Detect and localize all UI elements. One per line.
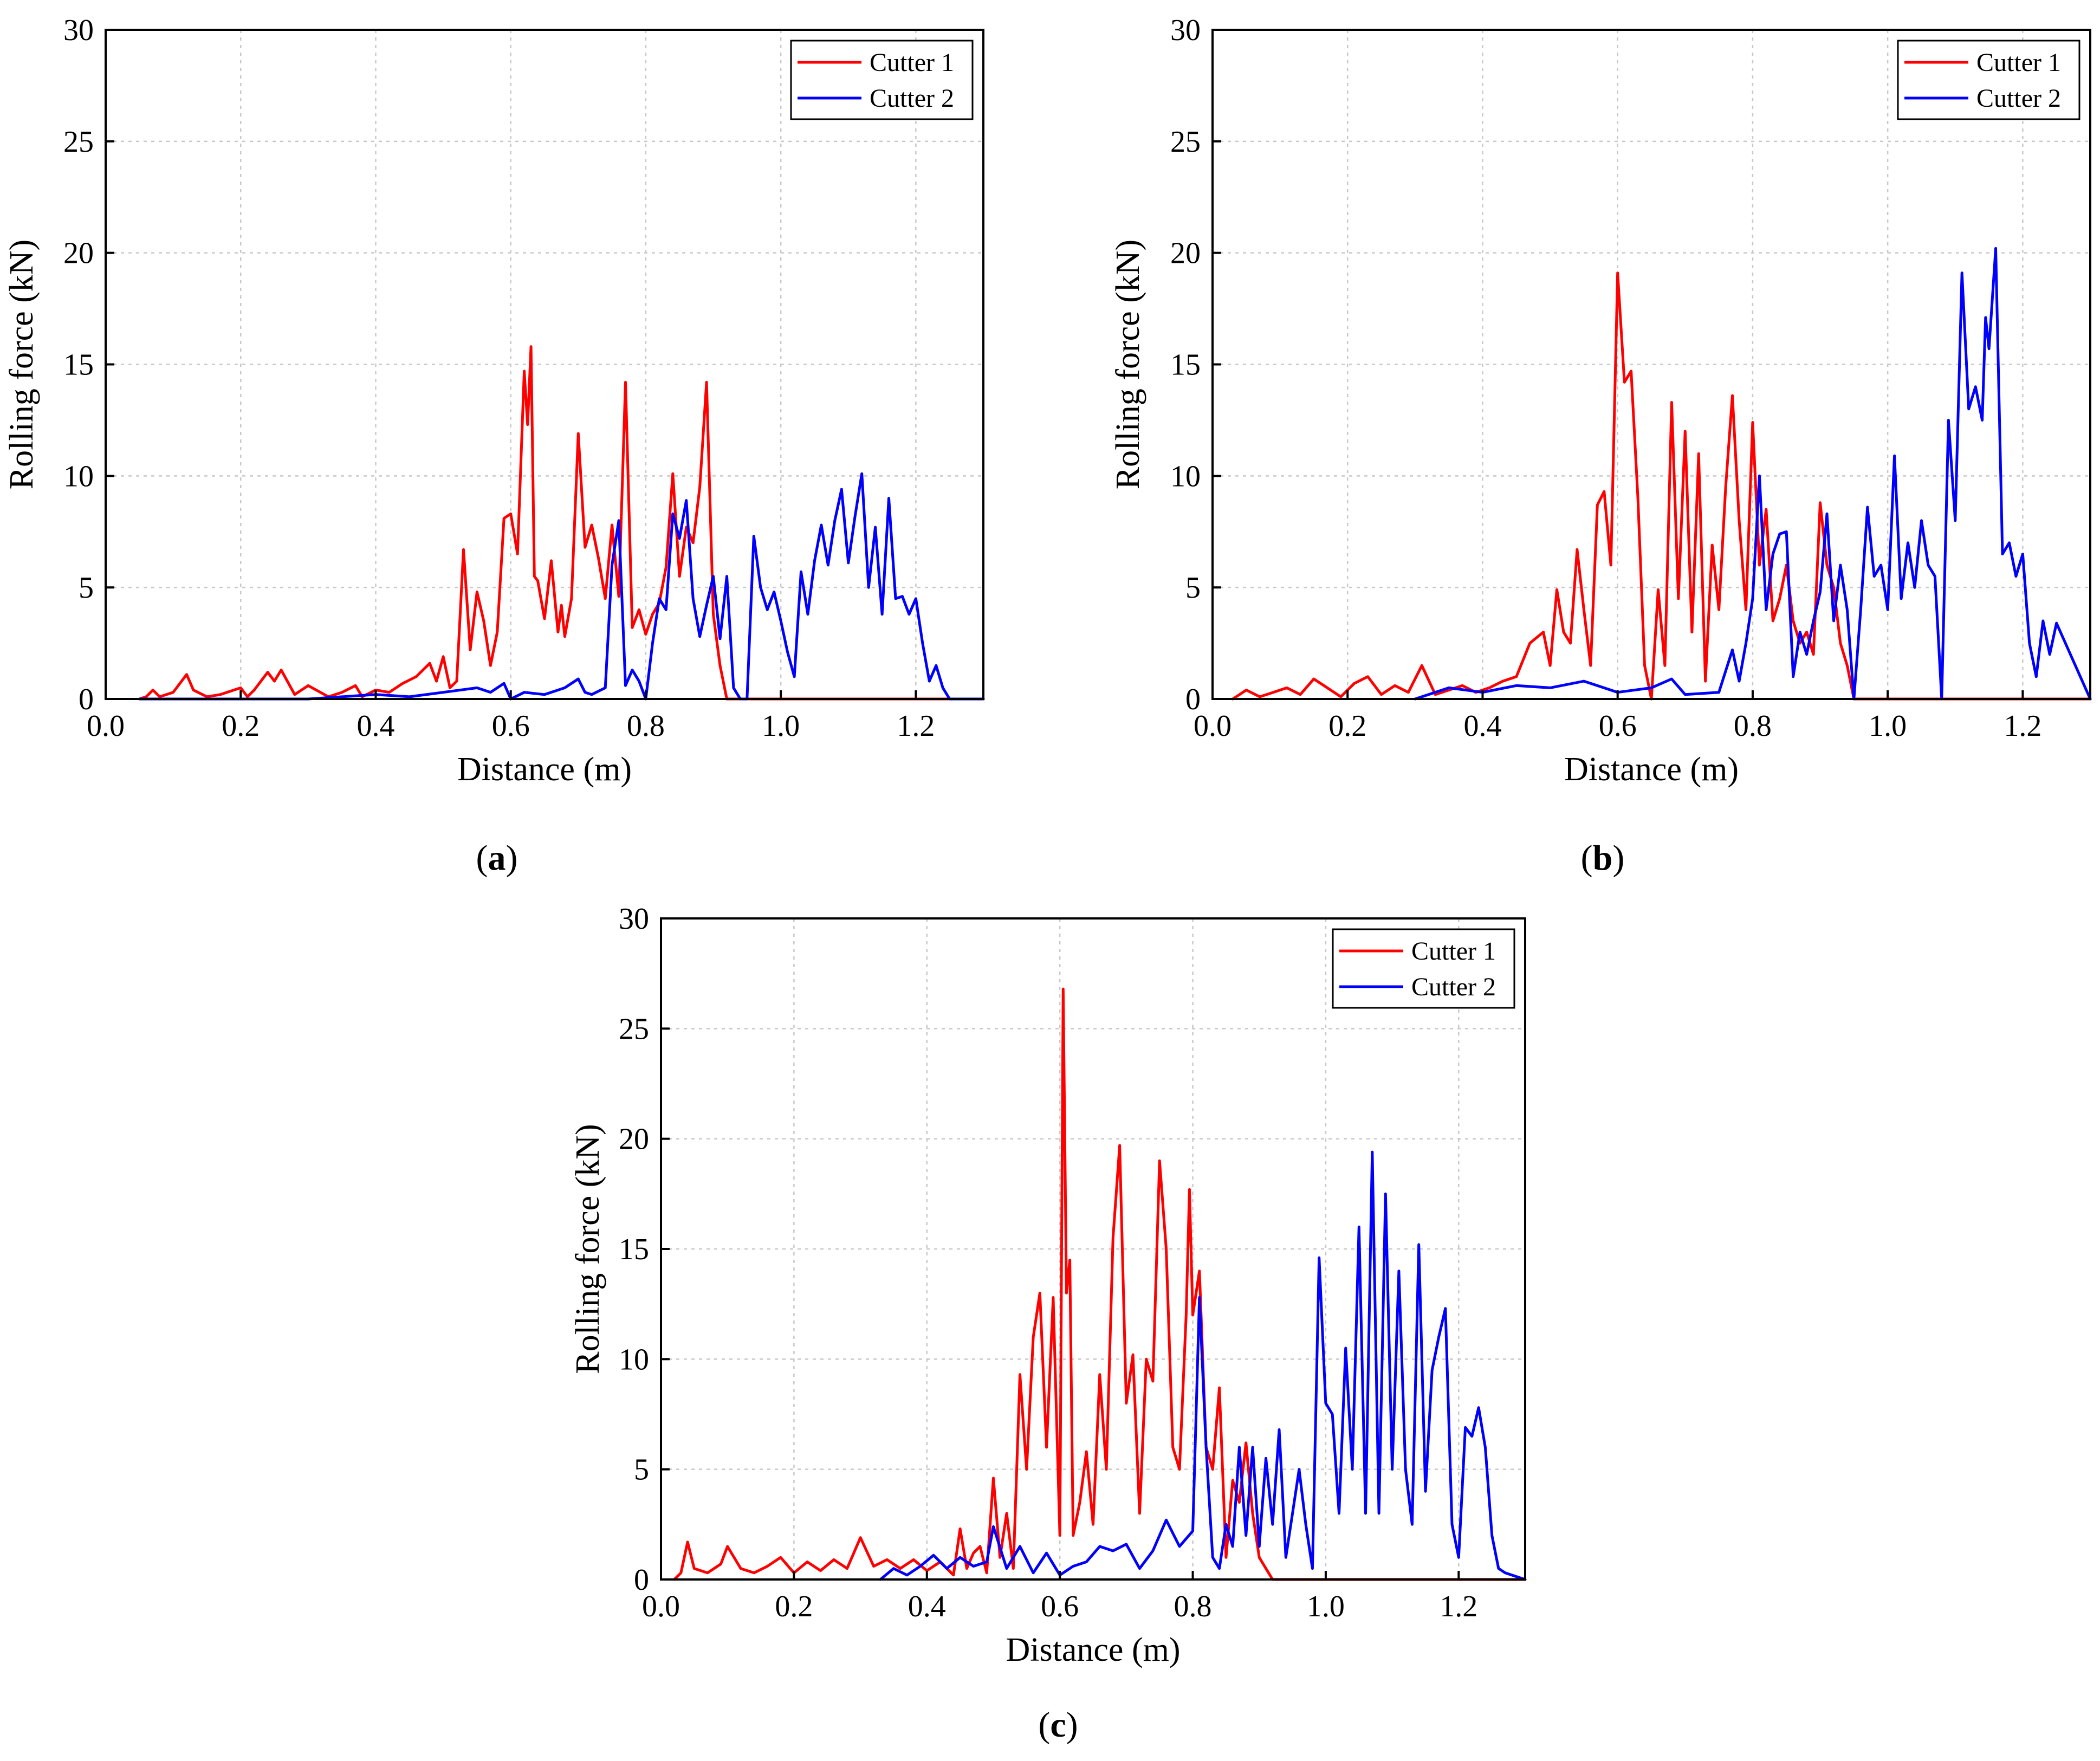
y-tick-label: 5 [634,1453,649,1487]
panel-label-b: (b) [1581,838,1625,878]
panel-a: 0.0 0.2 0.4 0.6 0.8 1.0 1.2 0 5 10 15 20 25 30 Distanc… [3,14,985,788]
legend-label-cutter-1: Cutter 1 [1411,937,1496,966]
y-tick-label: 0 [79,683,94,716]
legend-box [1897,40,2080,120]
legend-label-cutter-2: Cutter 2 [1411,973,1496,1001]
y-tick-label: 10 [1170,459,1201,493]
legend: Cutter 1 Cutter 2 [1332,928,1515,1009]
x-tick-label: 0.8 [1174,1590,1212,1623]
y-tick-label: 15 [619,1233,649,1266]
legend-label-cutter-1: Cutter 1 [870,48,954,77]
y-tick-label: 15 [1170,348,1201,382]
x-tick-label: 0.2 [222,709,260,743]
series-line-cutter-2 [138,472,985,701]
y-tick-label: 10 [63,459,94,493]
x-tick-label: 0.8 [1734,709,1772,743]
y-tick-label: 5 [1185,571,1201,605]
legend: Cutter 1 Cutter 2 [790,40,974,120]
x-tick-label: 0.6 [492,709,530,743]
x-axis-title: Distance (m) [1564,751,1739,788]
y-tick-label: 10 [619,1343,649,1376]
legend-label-cutter-2: Cutter 2 [1976,84,2061,113]
legend: Cutter 1 Cutter 2 [1897,40,2080,120]
x-tick-label: 1.0 [1869,709,1907,743]
legend-box [1332,928,1515,1009]
y-tick-label: 30 [63,14,94,47]
x-tick-label: 0.2 [1328,709,1366,743]
legend-label-cutter-1: Cutter 1 [1976,48,2061,77]
legend-label-cutter-2: Cutter 2 [870,84,954,113]
x-tick-label: 0.8 [627,709,665,743]
y-tick-label: 25 [619,1012,649,1046]
y-tick-label: 20 [1170,237,1201,270]
x-tick-label: 0.4 [1463,709,1501,743]
y-tick-label: 0 [634,1563,649,1597]
x-tick-label: 1.2 [897,709,935,743]
x-tick-label: 0.0 [1194,709,1232,743]
series-line-cutter-2 [1414,247,2092,701]
series-line-cutter-1 [1231,271,2092,701]
y-tick-label: 30 [619,902,649,936]
y-tick-label: 15 [63,348,94,382]
x-axis-title: Distance (m) [1006,1631,1181,1668]
y-axis-title: Rolling force (kN) [1110,239,1146,489]
y-tick-label: 20 [619,1123,649,1156]
x-tick-label: 0.0 [642,1590,680,1623]
y-axis-title: Rolling force (kN) [569,1124,606,1374]
y-tick-label: 25 [1170,125,1201,159]
y-tick-label: 20 [63,237,94,270]
x-tick-label: 0.6 [1041,1590,1079,1623]
panel-c: 0.0 0.2 0.4 0.6 0.8 1.0 1.2 0 5 10 15 20 25 30 Distanc… [569,902,1527,1668]
x-tick-label: 0.4 [357,709,394,743]
panel-label-c: (c) [1038,1705,1078,1745]
y-tick-label: 25 [63,125,94,159]
x-tick-label: 1.2 [1440,1590,1477,1623]
x-tick-label: 1.0 [762,709,800,743]
x-tick-label: 0.2 [775,1590,813,1623]
x-tick-label: 1.0 [1307,1590,1345,1623]
y-tick-label: 5 [79,571,94,605]
x-tick-label: 0.0 [87,709,125,743]
panel-label-a: (a) [476,838,518,878]
y-axis-title: Rolling force (kN) [3,239,40,489]
series-line-cutter-1 [138,345,985,701]
x-axis-title: Distance (m) [457,751,632,788]
series-line-cutter-2 [879,1150,1527,1581]
y-tick-label: 30 [1170,14,1201,47]
x-tick-label: 0.4 [908,1590,946,1623]
legend-box [790,40,974,120]
x-tick-label: 0.6 [1599,709,1637,743]
y-tick-label: 0 [1185,683,1201,716]
x-tick-label: 1.2 [2004,709,2041,743]
panel-b: 0.0 0.2 0.4 0.6 0.8 1.0 1.2 0 5 10 15 20 25 30 Distanc… [1110,14,2092,788]
